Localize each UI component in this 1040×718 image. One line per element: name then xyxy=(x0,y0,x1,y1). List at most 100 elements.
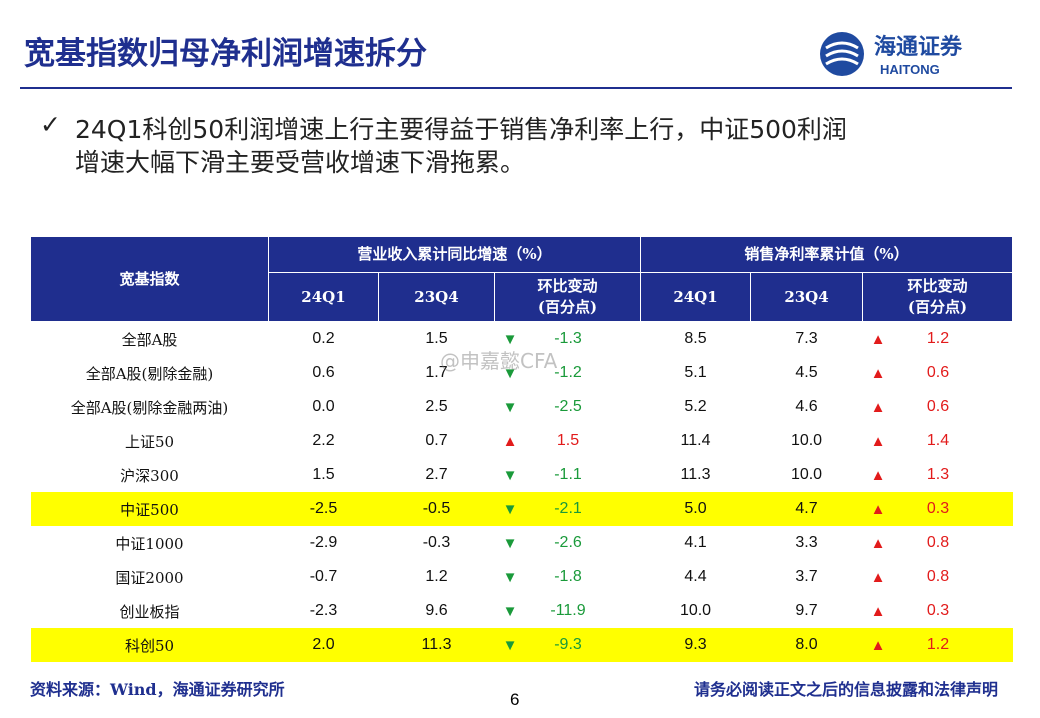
rule xyxy=(20,87,1012,89)
cell: 5.1 xyxy=(684,364,707,381)
cell: -1.8 xyxy=(554,568,582,585)
cell: 0.6 xyxy=(312,364,335,381)
cell: 11.3 xyxy=(378,628,495,662)
disclaimer: 请务必阅读正文之后的信息披露和法律声明 xyxy=(693,680,998,699)
group-header: 销售净利率累计值（%） xyxy=(640,236,1014,273)
source: 资料来源：Wind，海通证券研究所 xyxy=(30,680,285,699)
bullet-line: 增速大幅下滑主要受营收增速下滑拖累。 xyxy=(75,148,526,177)
cell: -2.3 xyxy=(309,602,338,619)
title: 宽基指数归母净利润增速拆分 xyxy=(24,36,427,72)
cell: 9.3 xyxy=(640,628,751,662)
cell: -1.2 xyxy=(554,364,582,381)
table-row: 沪深300 1.5 2.7 ▼ -1.1 11.3 10.0 ▲ 1.3 xyxy=(31,458,1013,492)
cell: ▼ xyxy=(494,628,526,662)
cell: 1.2 xyxy=(926,330,950,347)
cell: 3.7 xyxy=(795,568,818,585)
column-header: 23Q4 xyxy=(750,272,864,322)
cell: ▲ xyxy=(870,466,886,484)
row-label: 国证2000 xyxy=(115,568,184,587)
cell: -1.1 xyxy=(554,466,582,483)
table-row: 全部A股 0.2 1.5 ▼ -1.3 8.5 7.3 ▲ 1.2 xyxy=(31,322,1013,357)
cell: 1.7 xyxy=(425,364,448,381)
cell: 0.0 xyxy=(312,398,335,415)
cell: 5.0 xyxy=(640,492,751,526)
cell: ▲ xyxy=(502,432,518,450)
table-row: 中证500 -2.5 -0.5 ▼ -2.1 5.0 4.7 ▲ 0.3 xyxy=(30,492,1013,526)
cell: 2.5 xyxy=(425,398,448,415)
bullet-mark: ✓ xyxy=(40,110,61,139)
column-header: 环比变动 (百分点) xyxy=(862,272,1014,322)
cell: 4.4 xyxy=(684,568,707,585)
cell: 0.7 xyxy=(425,432,448,449)
page-number: 6 xyxy=(510,690,520,709)
cell: 0.2 xyxy=(312,330,335,347)
cell: -1.3 xyxy=(554,330,582,347)
cell: ▲ xyxy=(870,568,886,586)
cell: ▲ xyxy=(870,364,886,382)
cell: 4.1 xyxy=(684,534,707,551)
cell: ▼ xyxy=(494,492,526,526)
table-row: 国证2000 -0.7 1.2 ▼ -1.8 4.4 3.7 ▲ 0.8 xyxy=(31,560,1013,594)
cell: 1.4 xyxy=(926,432,950,449)
cell: ▼ xyxy=(502,568,518,586)
cell: ▲ xyxy=(870,432,886,450)
cell: ▼ xyxy=(502,364,518,382)
cell: 2.7 xyxy=(425,466,448,483)
cell: 1.5 xyxy=(425,330,448,347)
cell: 7.3 xyxy=(795,330,818,347)
corner: 宽基指数 xyxy=(30,236,269,322)
cell: 0.6 xyxy=(926,398,950,415)
cell: 0.8 xyxy=(926,534,950,551)
table-row: 全部A股(剔除金融) 0.6 1.7 ▼ -1.2 5.1 4.5 ▲ 0.6 xyxy=(31,356,1013,390)
cell: 0.8 xyxy=(926,568,950,585)
cell: 1.5 xyxy=(556,432,580,449)
table-row: 创业板指 -2.3 9.6 ▼ -11.9 10.0 9.7 ▲ 0.3 xyxy=(31,594,1013,628)
table-row: 科创50 2.0 11.3 ▼ -9.3 9.3 8.0 ▲ 1.2 xyxy=(30,628,1013,662)
cell: 8.5 xyxy=(684,330,707,347)
row-label: 全部A股(剔除金融两油) xyxy=(70,398,229,417)
cell: -11.9 xyxy=(550,602,586,619)
cell: ▲ xyxy=(870,602,886,620)
row-label: 创业板指 xyxy=(119,602,180,621)
row-label: 全部A股 xyxy=(121,330,178,349)
cell: 10.0 xyxy=(790,466,823,483)
row-label: 中证500 xyxy=(30,492,269,526)
cell: 3.3 xyxy=(795,534,818,551)
cell: ▼ xyxy=(502,466,518,484)
cell: ▲ xyxy=(870,398,886,416)
watermark: @申嘉懿CFA xyxy=(440,349,558,373)
cell: -2.6 xyxy=(554,534,582,551)
column-header: 23Q4 xyxy=(378,272,495,322)
cell: -2.9 xyxy=(309,534,338,551)
cell: -2.5 xyxy=(268,492,379,526)
cell: 2.2 xyxy=(312,432,335,449)
cell: 9.6 xyxy=(425,602,448,619)
cell: ▲ xyxy=(862,492,894,526)
cell: 0.3 xyxy=(926,602,950,619)
cell: ▼ xyxy=(502,534,518,552)
cell: 11.3 xyxy=(680,466,711,483)
logo-cn: 海通证券 xyxy=(874,34,963,60)
column-header: 环比变动 (百分点) xyxy=(493,272,642,322)
cell: 11.4 xyxy=(680,432,711,449)
cell: 1.3 xyxy=(926,466,950,483)
cell: -0.3 xyxy=(422,534,451,551)
row-label: 上证50 xyxy=(124,432,175,451)
cell: 1.2 xyxy=(425,568,448,585)
cell: -0.7 xyxy=(309,568,338,585)
cell: ▲ xyxy=(870,330,886,348)
cell: 2.0 xyxy=(268,628,379,662)
cell: 1.2 xyxy=(893,628,1013,662)
cell: 4.5 xyxy=(795,364,818,381)
cell: 9.7 xyxy=(795,602,818,619)
column-header: 24Q1 xyxy=(268,272,379,322)
cell: ▼ xyxy=(502,330,518,348)
column-header: 24Q1 xyxy=(640,272,752,322)
cell: -2.1 xyxy=(525,492,641,526)
bullet-line: 24Q1科创50利润增速上行主要得益于销售净利率上行，中证500利润 xyxy=(75,115,847,144)
cell: 0.6 xyxy=(926,364,950,381)
cell: 1.5 xyxy=(312,466,335,483)
cell: 4.7 xyxy=(750,492,863,526)
cell: ▲ xyxy=(870,534,886,552)
cell: -9.3 xyxy=(525,628,641,662)
